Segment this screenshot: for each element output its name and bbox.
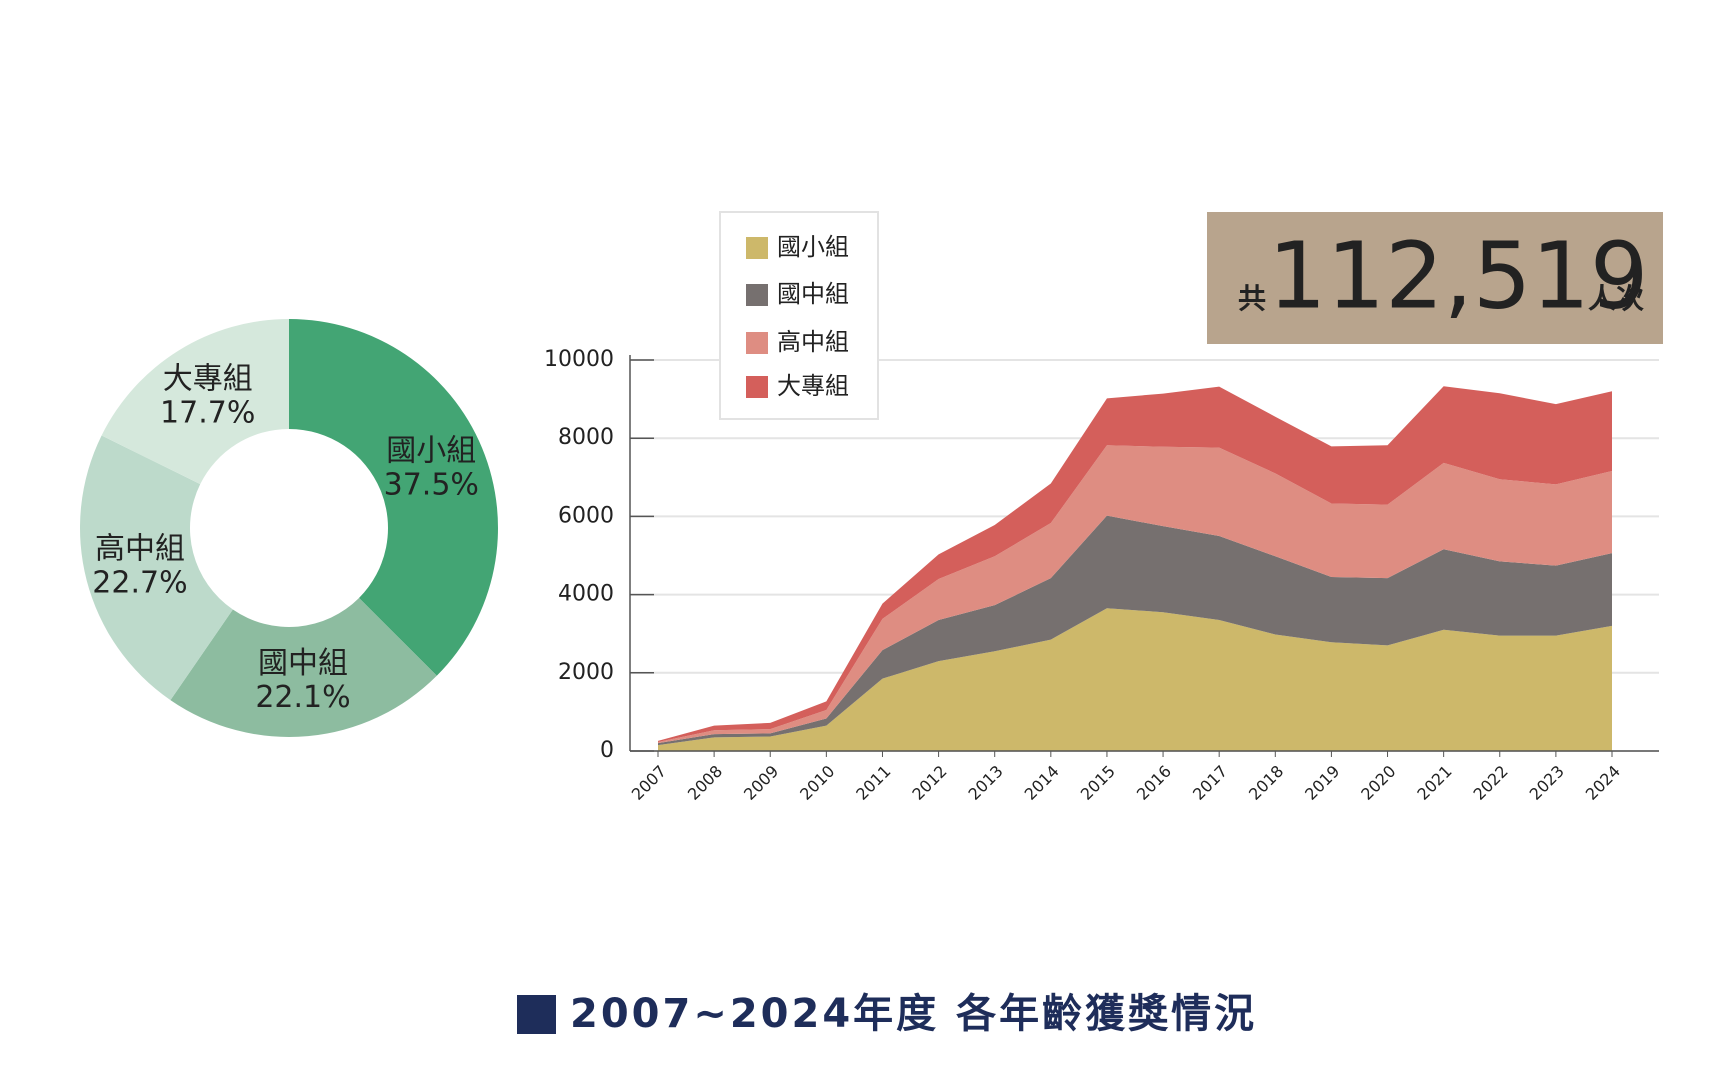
legend-label: 高中組 bbox=[777, 328, 849, 356]
caption-marker bbox=[517, 995, 556, 1034]
x-tick-label: 2016 bbox=[1133, 762, 1175, 804]
area bbox=[658, 515, 1612, 746]
x-tick-label: 2007 bbox=[628, 762, 670, 804]
slice-label: 國中組 bbox=[258, 646, 348, 681]
slice-value: 37.5% bbox=[384, 468, 479, 503]
slice-label: 大專組 bbox=[163, 362, 253, 397]
donut-slice bbox=[170, 598, 437, 737]
x-tick-label: 2017 bbox=[1189, 762, 1231, 804]
slice-value: 17.7% bbox=[160, 396, 255, 431]
x-tick-label: 2023 bbox=[1526, 762, 1568, 804]
caption: 2007~2024年度 各年齡獲獎情況 bbox=[570, 991, 1257, 1037]
donut-slice bbox=[80, 435, 233, 701]
x-tick-label: 2015 bbox=[1077, 762, 1119, 804]
x-tick-label: 2009 bbox=[740, 762, 782, 804]
x-tick-label: 2012 bbox=[908, 762, 950, 804]
slice-value: 22.7% bbox=[92, 565, 187, 600]
y-tick-label: 0 bbox=[600, 738, 614, 763]
x-tick-label: 2014 bbox=[1021, 762, 1063, 804]
x-tick-label: 2021 bbox=[1413, 762, 1455, 804]
x-tick-label: 2020 bbox=[1357, 762, 1399, 804]
x-tick-label: 2022 bbox=[1470, 762, 1512, 804]
total-box bbox=[1207, 212, 1663, 344]
legend-label: 大專組 bbox=[777, 372, 849, 400]
x-tick-label: 2013 bbox=[964, 762, 1006, 804]
x-tick-label: 2011 bbox=[852, 762, 894, 804]
x-tick-label: 2008 bbox=[684, 762, 726, 804]
slice-label: 高中組 bbox=[95, 531, 185, 566]
y-tick-label: 6000 bbox=[558, 503, 614, 528]
total-value: 112,519 bbox=[1268, 222, 1648, 329]
x-tick-label: 2024 bbox=[1582, 762, 1624, 804]
y-tick-label: 8000 bbox=[558, 425, 614, 450]
x-tick-label: 2018 bbox=[1245, 762, 1287, 804]
legend-label: 國中組 bbox=[777, 280, 849, 308]
area bbox=[658, 445, 1612, 744]
area bbox=[658, 608, 1612, 751]
slice-label: 國小組 bbox=[386, 434, 476, 469]
area bbox=[658, 386, 1612, 743]
x-tick-label: 2019 bbox=[1301, 762, 1343, 804]
y-tick-label: 10000 bbox=[544, 347, 614, 372]
x-tick-label: 2010 bbox=[796, 762, 838, 804]
legend-swatch bbox=[746, 376, 768, 398]
total-prefix: 共 bbox=[1238, 282, 1266, 315]
slice-value: 22.1% bbox=[255, 680, 350, 715]
donut-slice bbox=[101, 319, 289, 485]
total-unit: 人次 bbox=[1588, 282, 1644, 315]
y-tick-label: 2000 bbox=[558, 660, 614, 685]
legend-swatch bbox=[746, 284, 768, 306]
legend-swatch bbox=[746, 332, 768, 354]
legend-swatch bbox=[746, 237, 768, 259]
legend-label: 國小組 bbox=[777, 233, 849, 261]
donut-slice bbox=[289, 319, 498, 676]
y-tick-label: 4000 bbox=[558, 582, 614, 607]
